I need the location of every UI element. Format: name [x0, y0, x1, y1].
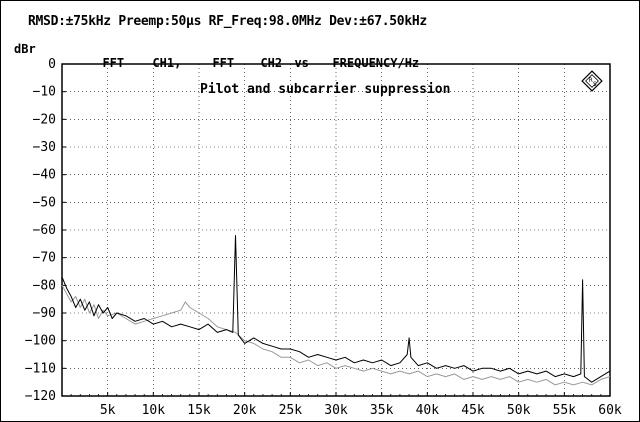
- y-tick-label: −90: [33, 306, 56, 321]
- svg-text:S: S: [593, 81, 597, 88]
- x-tick-label: 40k: [416, 403, 440, 418]
- trace-legend: FFT CH1, FFT CH2 vs FREQUENCY/Hz: [88, 42, 419, 70]
- chart-axes: [61, 63, 611, 397]
- legend-item-fft-2: FFT: [212, 56, 235, 70]
- chart-grid: [62, 64, 610, 396]
- x-tick-label: 50k: [507, 403, 531, 418]
- chart-title: Pilot and subcarrier suppression: [200, 82, 450, 97]
- series-line-ch1: [61, 235, 611, 383]
- y-tick-label: 0: [48, 57, 56, 72]
- x-tick-label: 30k: [324, 403, 348, 418]
- x-tick-label: 35k: [370, 403, 394, 418]
- y-tick-label: −50: [33, 195, 56, 210]
- chart-tick-labels: 0 −10 −20 −30 −40 −50 −60 −70 −80 −90 −100 −110 −120…: [25, 57, 622, 418]
- x-tick-label: 45k: [461, 403, 485, 418]
- x-tick-label: 10k: [142, 403, 166, 418]
- legend-item-fft-1: FFT: [102, 56, 125, 70]
- plot-area-border: [61, 63, 611, 397]
- y-tick-label: −60: [33, 223, 56, 238]
- legend-item-ch1: CH1,: [152, 56, 182, 70]
- legend-item-vs: vs: [294, 56, 309, 70]
- y-tick-label: −100: [25, 334, 56, 349]
- y-tick-label: −80: [33, 278, 56, 293]
- x-tick-label: 15k: [187, 403, 211, 418]
- y-tick-label: −10: [33, 85, 56, 100]
- x-tick-label: 60k: [598, 403, 622, 418]
- chart-series-layer: [61, 235, 611, 386]
- x-tick-label: 25k: [279, 403, 303, 418]
- x-tick-label: 20k: [233, 403, 257, 418]
- y-tick-label: −40: [33, 168, 56, 183]
- rohde-schwarz-logo: R S: [581, 70, 603, 92]
- y-tick-label: −70: [33, 251, 56, 266]
- y-axis-unit-label: dBr: [14, 42, 36, 56]
- svg-text:R: R: [589, 77, 593, 84]
- legend-item-frequency-unit: FREQUENCY/Hz: [332, 56, 420, 70]
- y-tick-label: −30: [33, 140, 56, 155]
- y-tick-label: −20: [33, 112, 56, 127]
- y-tick-label: −120: [25, 389, 56, 404]
- legend-item-ch2: CH2: [260, 56, 283, 70]
- y-tick-label: −110: [25, 361, 56, 376]
- instrument-settings-header: RMSD:±75kHz Preemp:50µs RF_Freq:98.0MHz …: [28, 14, 427, 29]
- x-tick-label: 5k: [100, 403, 116, 418]
- x-tick-label: 55k: [553, 403, 577, 418]
